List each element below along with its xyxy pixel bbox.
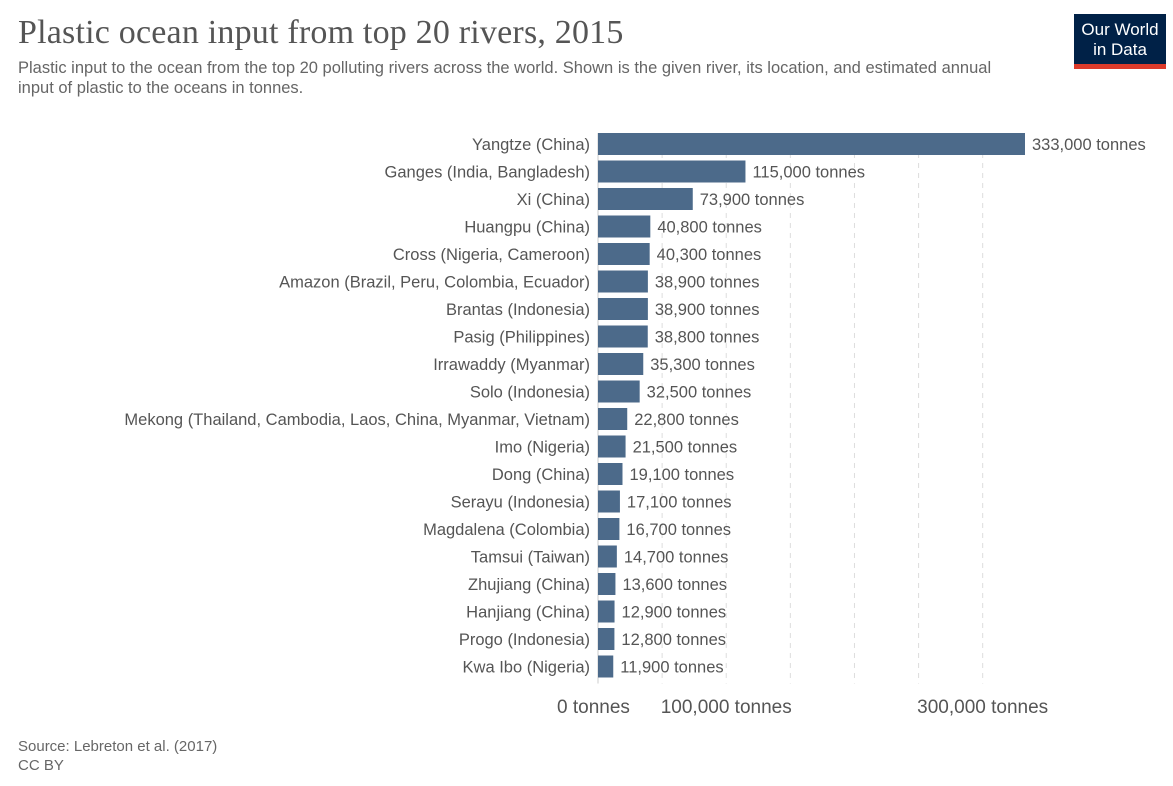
category-label: Mekong (Thailand, Cambodia, Laos, China,… [124, 411, 590, 429]
category-label: Irrawaddy (Myanmar) [433, 356, 590, 374]
bar [598, 353, 644, 375]
bar [598, 490, 620, 513]
data-label: 11,900 tonnes [620, 659, 723, 677]
logo-line-1: Our World [1081, 20, 1159, 39]
bar [598, 160, 746, 183]
bar [598, 133, 1025, 155]
data-label: 115,000 tonnes [752, 164, 865, 182]
data-label: 19,100 tonnes [629, 466, 734, 484]
category-label: Progo (Indonesia) [459, 631, 590, 649]
data-label: 40,800 tonnes [657, 219, 762, 237]
x-tick-label: 0 tonnes [557, 697, 630, 718]
category-label: Imo (Nigeria) [495, 439, 590, 457]
owid-logo[interactable]: Our World in Data [1074, 14, 1166, 69]
data-label: 40,300 tonnes [657, 246, 762, 264]
data-label: 17,100 tonnes [627, 494, 732, 512]
category-label: Tamsui (Taiwan) [471, 549, 590, 567]
data-label: 38,900 tonnes [655, 301, 760, 319]
data-label: 13,600 tonnes [622, 576, 727, 594]
category-label: Xi (China) [517, 191, 590, 209]
data-label: 38,900 tonnes [655, 274, 760, 292]
data-label: 16,700 tonnes [626, 521, 731, 539]
category-label: Hanjiang (China) [466, 604, 590, 622]
bar [598, 325, 648, 348]
x-tick-label: 100,000 tonnes [661, 697, 792, 718]
category-label: Pasig (Philippines) [453, 329, 590, 347]
data-label: 22,800 tonnes [634, 411, 739, 429]
data-label: 12,900 tonnes [622, 604, 727, 622]
data-label: 21,500 tonnes [633, 439, 738, 457]
footer: Source: Lebreton et al. (2017) CC BY [18, 737, 217, 775]
data-label: 38,800 tonnes [655, 329, 760, 347]
bar [598, 408, 628, 430]
category-label: Brantas (Indonesia) [446, 301, 590, 319]
bar [598, 243, 650, 265]
category-label: Cross (Nigeria, Cameroon) [393, 246, 590, 264]
category-label: Zhujiang (China) [468, 576, 590, 594]
bar [598, 518, 620, 540]
data-label: 73,900 tonnes [700, 191, 805, 209]
category-label: Solo (Indonesia) [470, 384, 590, 402]
x-tick-label: 300,000 tonnes [917, 697, 1048, 718]
category-label: Serayu (Indonesia) [451, 494, 590, 512]
category-label: Magdalena (Colombia) [423, 521, 590, 539]
bar [598, 298, 648, 320]
data-label: 32,500 tonnes [647, 384, 752, 402]
bar [598, 573, 616, 595]
category-label: Kwa Ibo (Nigeria) [463, 659, 590, 677]
bar [598, 270, 648, 293]
data-label: 35,300 tonnes [650, 356, 755, 374]
bar [598, 545, 617, 568]
license-note: CC BY [18, 757, 64, 774]
category-label: Yangtze (China) [472, 136, 590, 154]
bar [598, 188, 693, 210]
data-label: 12,800 tonnes [621, 631, 726, 649]
bar [598, 628, 615, 650]
bar [598, 380, 640, 403]
data-label: 333,000 tonnes [1032, 136, 1146, 154]
category-label: Dong (China) [492, 466, 590, 484]
logo-line-2: in Data [1093, 40, 1147, 59]
bar [598, 463, 623, 485]
category-label: Amazon (Brazil, Peru, Colombia, Ecuador) [279, 274, 590, 292]
data-label: 14,700 tonnes [624, 549, 729, 567]
chart-title: Plastic ocean input from top 20 rivers, … [18, 14, 624, 51]
bar [598, 215, 651, 238]
chart-subtitle: Plastic input to the ocean from the top … [18, 59, 992, 97]
category-label: Ganges (India, Bangladesh) [385, 164, 590, 182]
bar [598, 655, 614, 678]
source-note: Source: Lebreton et al. (2017) [18, 738, 218, 755]
bar [598, 600, 615, 623]
category-label: Huangpu (China) [464, 219, 590, 237]
bar [598, 435, 626, 458]
